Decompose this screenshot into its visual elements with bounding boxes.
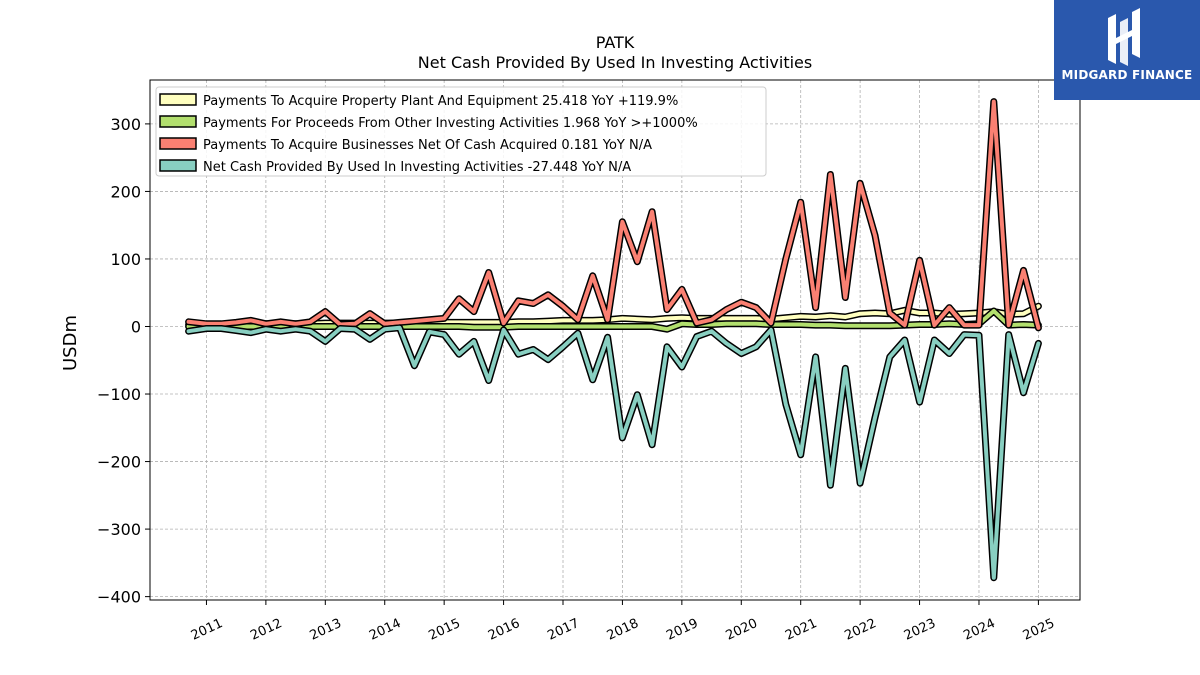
x-tick-label: 2024 [961, 616, 997, 644]
legend-label: Payments For Proceeds From Other Investi… [203, 116, 698, 131]
legend-label: Net Cash Provided By Used In Investing A… [203, 160, 631, 175]
legend: Payments To Acquire Property Plant And E… [155, 86, 767, 177]
series-line-4 [186, 325, 1041, 580]
y-axis-label: USDm [60, 315, 81, 371]
y-tick-label: −200 [97, 453, 141, 472]
y-tick-label: −300 [97, 520, 141, 539]
x-tick-label: 2022 [842, 616, 878, 644]
y-tick-label: 0 [131, 317, 141, 336]
brand-logo: MIDGARD FINANCE [1054, 0, 1200, 100]
y-tick-label: −400 [97, 588, 141, 607]
x-tick-label: 2012 [248, 616, 284, 644]
x-tick-label: 2015 [427, 616, 463, 644]
y-axis: 300 200 100 0 −100 −200 −300 −400 [97, 115, 150, 607]
x-axis: 2011 2012 2013 2014 2015 2016 2017 2018 2019 2020… [189, 600, 1057, 644]
x-tick-label: 2016 [486, 616, 522, 644]
series-line-3 [186, 99, 1041, 330]
legend-label: Payments To Acquire Property Plant And E… [203, 94, 678, 109]
x-tick-label: 2023 [902, 616, 938, 644]
x-tick-label: 2014 [367, 616, 403, 644]
x-tick-label: 2020 [724, 616, 760, 644]
chart-subtitle: Net Cash Provided By Used In Investing A… [418, 53, 812, 72]
x-tick-label: 2019 [664, 616, 700, 644]
legend-label: Payments To Acquire Businesses Net Of Ca… [203, 138, 652, 153]
x-tick-label: 2018 [605, 616, 641, 644]
brand-mark-icon [1108, 8, 1140, 66]
y-tick-label: 100 [110, 250, 141, 269]
x-tick-label: 2017 [545, 616, 581, 644]
legend-swatch [159, 159, 197, 172]
y-tick-label: −100 [97, 385, 141, 404]
x-tick-label: 2025 [1021, 616, 1057, 644]
y-tick-label: 200 [110, 182, 141, 201]
brand-name: MIDGARD FINANCE [1061, 68, 1193, 82]
x-tick-label: 2011 [189, 616, 225, 644]
series-lines [185, 98, 1042, 582]
chart-title: PATK [596, 33, 635, 52]
legend-swatch [159, 137, 197, 150]
legend-swatch [159, 93, 197, 106]
y-tick-label: 300 [110, 115, 141, 134]
legend-box [155, 86, 767, 177]
legend-swatch [159, 115, 197, 128]
plot-frame [149, 79, 1081, 601]
x-tick-label: 2021 [783, 616, 819, 644]
x-tick-label: 2013 [308, 616, 344, 644]
series-line-2 [186, 309, 1041, 332]
